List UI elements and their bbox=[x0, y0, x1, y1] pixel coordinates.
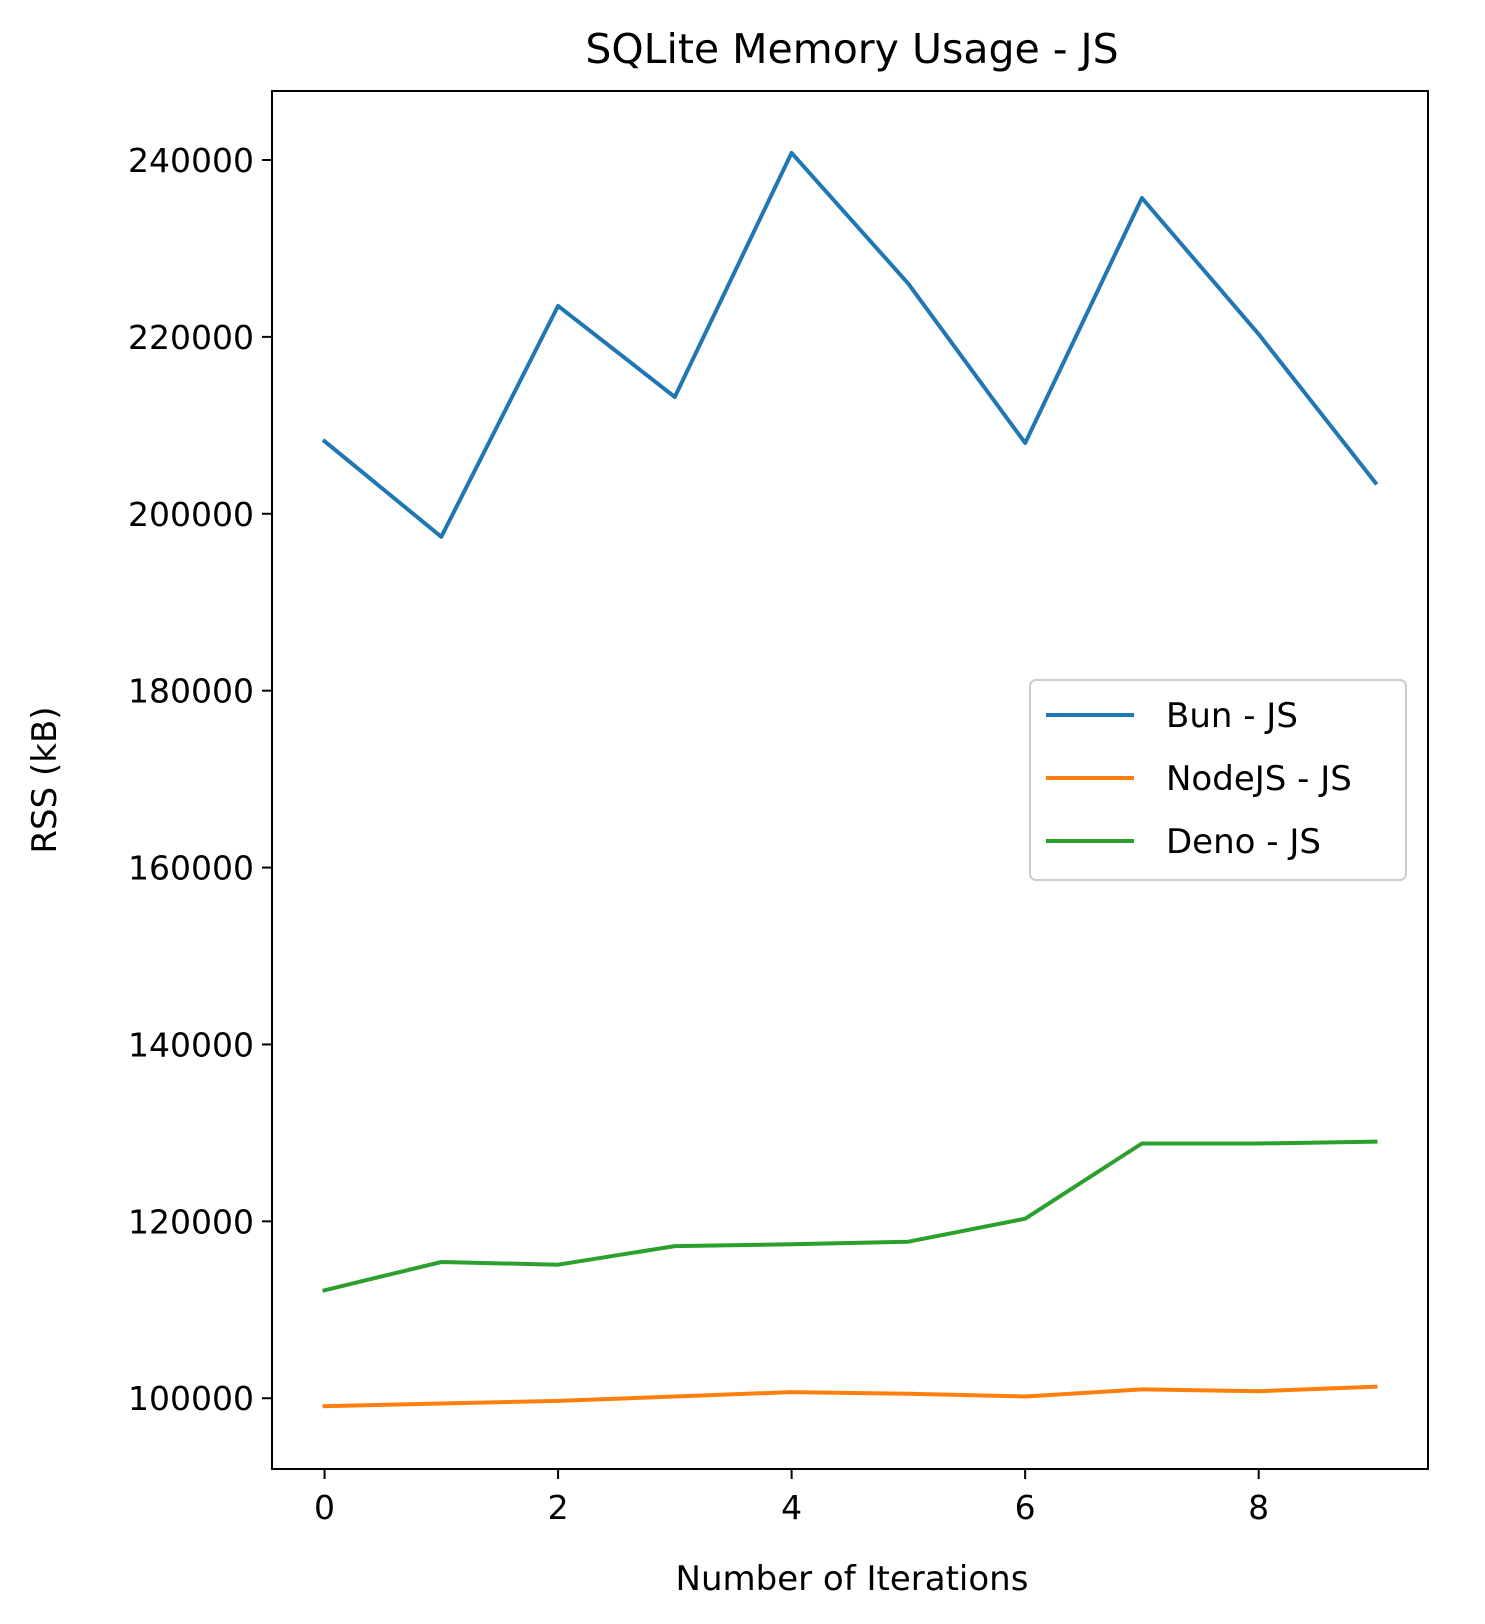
series-line-2 bbox=[322, 1139, 1378, 1293]
y-tick-label: 100000 bbox=[128, 1379, 254, 1418]
legend: Bun - JS NodeJS - JS Deno - JS bbox=[1029, 679, 1407, 881]
y-axis-title: RSS (kB) bbox=[25, 706, 65, 853]
series-line-1 bbox=[322, 1384, 1378, 1409]
y-tick-label: 200000 bbox=[128, 495, 254, 534]
x-tick-label: 6 bbox=[1015, 1488, 1036, 1527]
series-layer bbox=[321, 150, 1379, 1409]
series-line-0 bbox=[321, 150, 1379, 539]
x-tick-label: 8 bbox=[1248, 1488, 1269, 1527]
y-tick-label: 120000 bbox=[128, 1202, 254, 1241]
legend-frame bbox=[1029, 679, 1407, 881]
x-tick-label: 0 bbox=[314, 1488, 335, 1527]
legend-label-1: NodeJS - JS bbox=[1166, 759, 1352, 799]
y-axis: 100000 120000 140000 160000 180000 200000 2200… bbox=[128, 141, 272, 1418]
plot-area-frame bbox=[271, 90, 1429, 1470]
y-tick-label: 180000 bbox=[128, 672, 254, 711]
y-tick-label: 140000 bbox=[128, 1025, 254, 1064]
x-axis: 0 2 4 6 8 bbox=[314, 1469, 1269, 1527]
legend-label-2: Deno - JS bbox=[1166, 822, 1321, 862]
y-tick-label: 240000 bbox=[128, 141, 254, 180]
x-axis-title: Number of Iterations bbox=[676, 1559, 1029, 1599]
legend-label-0: Bun - JS bbox=[1166, 696, 1298, 736]
chart-title: SQLite Memory Usage - JS bbox=[585, 25, 1118, 73]
x-tick-label: 4 bbox=[781, 1488, 802, 1527]
y-tick-label: 160000 bbox=[128, 849, 254, 888]
x-tick-label: 2 bbox=[548, 1488, 569, 1527]
y-tick-label: 220000 bbox=[128, 318, 254, 357]
